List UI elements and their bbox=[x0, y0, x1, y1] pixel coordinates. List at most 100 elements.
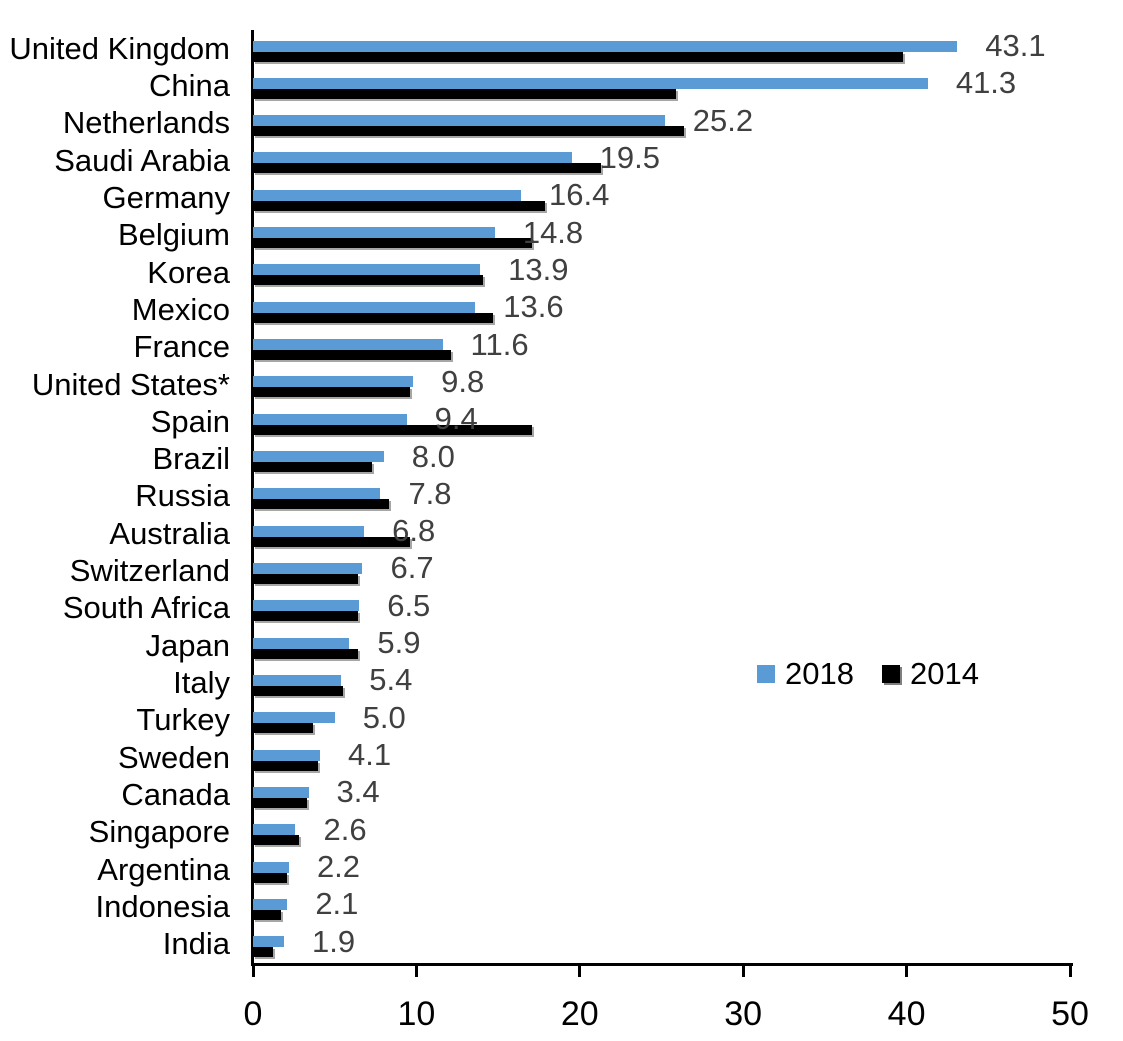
bar-2014 bbox=[253, 760, 319, 771]
legend-label-2014: 2014 bbox=[909, 656, 979, 691]
bar-2018 bbox=[253, 264, 481, 276]
bar-group: 41.3 bbox=[253, 65, 1073, 104]
bar-2014 bbox=[253, 88, 677, 99]
value-label: 8.0 bbox=[411, 438, 455, 474]
category-label: United States* bbox=[31, 366, 230, 402]
bar-2018 bbox=[253, 749, 320, 761]
legend: 2018 2014 bbox=[757, 656, 979, 692]
bar-2014 bbox=[253, 424, 533, 435]
category-label: Netherlands bbox=[62, 105, 230, 141]
bar-group: 5.0 bbox=[253, 699, 1073, 739]
bar-2018 bbox=[253, 786, 309, 798]
value-label: 19.5 bbox=[599, 139, 660, 175]
value-label: 11.6 bbox=[470, 326, 529, 362]
legend-swatch-2014 bbox=[881, 665, 900, 683]
bar-2018 bbox=[253, 562, 363, 574]
bar-row: Netherlands 25.2 bbox=[0, 103, 1123, 142]
bar-2014 bbox=[253, 797, 307, 808]
category-label: Saudi Arabia bbox=[54, 142, 230, 178]
bar-row: Turkey 5.0 bbox=[0, 699, 1123, 739]
bar-row: Spain 9.4 bbox=[0, 401, 1123, 440]
bar-group: 2.6 bbox=[253, 811, 1073, 851]
bar-2018 bbox=[253, 413, 407, 425]
bar-2018 bbox=[253, 861, 289, 873]
category-label: Japan bbox=[145, 627, 230, 663]
x-axis-tick-label: 50 bbox=[1051, 995, 1089, 1033]
bar-2018 bbox=[253, 451, 384, 463]
category-label: France bbox=[133, 329, 230, 365]
category-label: Australia bbox=[109, 515, 230, 551]
bar-group: 2.2 bbox=[253, 849, 1073, 888]
legend-label-2018: 2018 bbox=[785, 656, 854, 691]
bar-group: 5.4 bbox=[253, 662, 1073, 701]
bar-row: Switzerland 6.7 bbox=[0, 550, 1123, 589]
category-label: Russia bbox=[135, 478, 230, 514]
bar-2018 bbox=[253, 40, 958, 52]
x-axis-tick bbox=[414, 966, 418, 977]
bar-2018 bbox=[253, 637, 350, 649]
x-axis-line bbox=[251, 963, 1073, 966]
category-label: Singapore bbox=[88, 814, 230, 850]
bar-2018 bbox=[253, 525, 365, 537]
bar-row: Germany 16.4 bbox=[0, 177, 1123, 216]
bar-2018 bbox=[253, 301, 476, 313]
bar-row: United States* 9.8 bbox=[0, 363, 1123, 403]
bar-2014 bbox=[253, 275, 484, 286]
bar-2014 bbox=[253, 947, 273, 958]
bar-row: Mexico 13.6 bbox=[0, 289, 1123, 328]
category-label: Turkey bbox=[136, 702, 230, 738]
bar-2018 bbox=[253, 824, 296, 836]
category-label: South Africa bbox=[62, 590, 230, 626]
bar-group: 4.1 bbox=[253, 737, 1073, 776]
bar-row: Indonesia 2.1 bbox=[0, 886, 1123, 925]
bar-row: Singapore 2.6 bbox=[0, 811, 1123, 851]
bar-row: Sweden 4.1 bbox=[0, 737, 1123, 776]
category-label: India bbox=[162, 926, 230, 962]
bar-group: 6.5 bbox=[253, 588, 1073, 627]
value-label: 6.7 bbox=[390, 550, 434, 586]
bar-row: South Africa 6.5 bbox=[0, 588, 1123, 627]
bar-2014 bbox=[253, 835, 299, 846]
bar-2018 bbox=[253, 152, 572, 164]
value-label: 7.8 bbox=[408, 475, 452, 511]
bar-group: 11.6 bbox=[253, 326, 1073, 366]
bar-2014 bbox=[253, 573, 358, 584]
bar-row: Italy 5.4 bbox=[0, 662, 1123, 701]
x-axis-tick-label: 10 bbox=[397, 995, 436, 1033]
bar-2014 bbox=[253, 611, 358, 622]
bar-2014 bbox=[253, 872, 288, 883]
value-label: 2.6 bbox=[323, 811, 367, 847]
value-label: 5.0 bbox=[362, 699, 406, 735]
bar-group: 14.8 bbox=[253, 215, 1073, 254]
x-axis-tick bbox=[251, 966, 255, 977]
bar-2014 bbox=[253, 51, 904, 62]
bar-group: 19.5 bbox=[253, 139, 1073, 179]
x-axis-tick-label: 30 bbox=[724, 995, 763, 1033]
legend-swatch-2018 bbox=[757, 665, 775, 683]
bar-row: Brazil 8.0 bbox=[0, 438, 1123, 478]
x-axis-tick-label: 20 bbox=[560, 995, 599, 1033]
category-label: Italy bbox=[173, 665, 230, 701]
x-axis-tick bbox=[578, 966, 582, 977]
value-label: 9.8 bbox=[441, 363, 485, 399]
bar-group: 2.1 bbox=[253, 886, 1073, 925]
bar-group: 9.8 bbox=[253, 363, 1073, 403]
bar-2014 bbox=[253, 312, 494, 323]
value-label: 9.4 bbox=[434, 401, 478, 437]
value-label: 43.1 bbox=[985, 28, 1046, 63]
bar-2014 bbox=[253, 909, 281, 920]
category-label: Brazil bbox=[152, 441, 230, 477]
bar-2014 bbox=[253, 350, 451, 361]
bar-row: France 11.6 bbox=[0, 326, 1123, 366]
bar-2018 bbox=[253, 488, 381, 500]
bar-row: Saudi Arabia 19.5 bbox=[0, 139, 1123, 179]
x-axis-tick-label: 0 bbox=[243, 995, 263, 1033]
bar-2014 bbox=[253, 685, 343, 696]
bar-2014 bbox=[253, 723, 314, 734]
x-axis-tick bbox=[741, 966, 745, 977]
value-label: 41.3 bbox=[955, 65, 1017, 101]
category-label: Sweden bbox=[117, 739, 230, 775]
bar-group: 3.4 bbox=[253, 774, 1073, 813]
category-label: Switzerland bbox=[69, 553, 230, 589]
